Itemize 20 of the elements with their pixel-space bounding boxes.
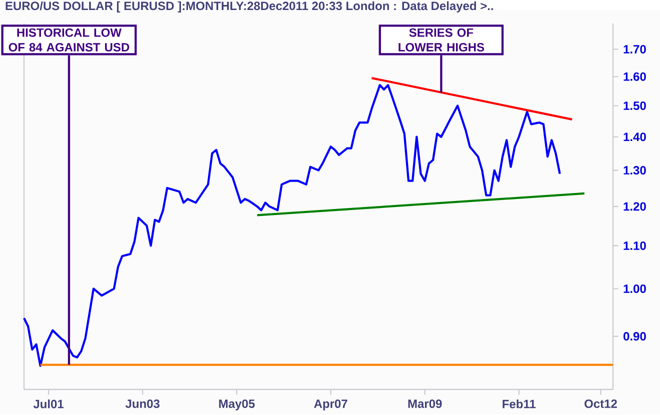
x-tick-label: Jun03	[125, 400, 160, 408]
annotation: HISTORICAL LOW OF 84 AGAINST USD	[8, 28, 130, 52]
chart-title: EURO/US DOLLAR [ EURUSD ]:MONTHLY:28Dec2011 20:33 London : Data Delayed >..	[6, 1, 493, 13]
x-tick-label: Oct12	[584, 400, 617, 408]
y-tick-label: 1.70	[624, 45, 646, 54]
y-tick-label: 0.90	[624, 332, 646, 341]
y-tick-label: 1.10	[624, 242, 646, 250]
y-tick-label: 1.00	[624, 284, 646, 294]
y-tick-label: 1.40	[624, 132, 646, 142]
y-tick-label: 1.50	[624, 102, 646, 110]
y-tick-label: 1.30	[624, 166, 646, 175]
y-tick-label: 1.20	[624, 202, 646, 211]
x-tick-label: Jul01	[33, 400, 64, 408]
x-tick-label: Apr07	[314, 400, 348, 410]
x-tick-label: Mar09	[408, 400, 442, 408]
annotation: SERIES OF LOWER HIGHS	[398, 28, 484, 52]
y-tick-label: 1.60	[624, 72, 646, 81]
line-series	[22, 84, 561, 368]
x-tick-label: Feb11	[502, 400, 536, 408]
x-tick-label: May05	[219, 400, 255, 410]
